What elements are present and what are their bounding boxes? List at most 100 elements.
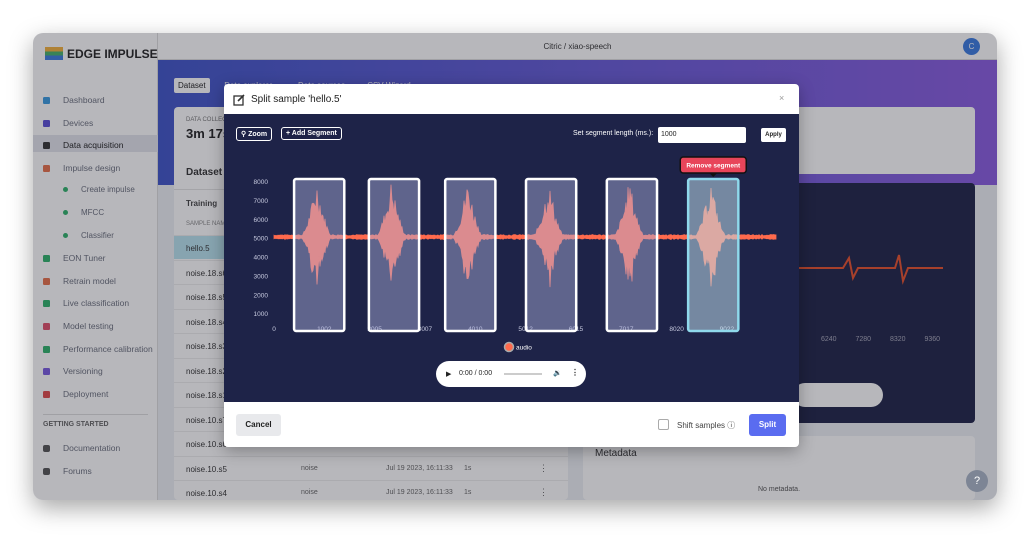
y-tick-label: 1000 [254,311,269,318]
nav-label: MFCC [81,208,105,217]
segment [367,177,421,333]
zoom-button[interactable]: ⚲ Zoom [236,127,273,141]
nav-icon [63,232,68,238]
logo-text: EDGE IMPULSE [67,47,158,61]
cell: 1s [464,489,472,496]
nav-icon [43,345,50,353]
nav-item[interactable]: Create impulse [33,184,158,198]
tab[interactable]: Dataset [174,78,210,93]
shift-checkbox[interactable] [658,419,669,430]
cell: noise.10.s7 [186,415,227,425]
breadcrumb[interactable]: Citric / xiao-speech [543,42,612,51]
more-icon[interactable]: ⋮ [571,368,579,377]
sample-row[interactable]: noise.10.s5 noise Jul 19 2023, 16:11:33 1s ⋮ [174,455,568,480]
nav-icon [43,277,50,285]
legend-swatch[interactable] [503,341,515,353]
nav-item[interactable]: Impulse design [33,162,158,176]
close-button[interactable]: × [779,93,785,103]
modal-title: Split sample 'hello.5' [251,94,342,105]
play-icon[interactable]: ▶ [446,371,452,378]
help-button[interactable]: ? [966,470,988,492]
progress[interactable] [504,373,542,375]
help-label: Documentation [63,443,121,453]
bg-tick-label: 9360 [924,336,941,343]
nav-icon [43,300,50,308]
nav-item[interactable]: Retrain model [33,275,158,289]
summary-value: 3m 17s [186,126,231,141]
apply-button[interactable]: Apply [761,128,786,142]
active-item-bg [33,135,158,152]
segment [686,177,740,333]
bg-player [793,383,883,407]
y-tick-label: 7000 [254,198,269,205]
nav-item[interactable]: Dashboard [33,94,158,108]
nav-label: Create impulse [81,185,135,195]
y-tick-label: 5000 [254,236,269,243]
add-segment-button[interactable]: + Add Segment [281,127,342,140]
nav-icon [43,368,50,376]
nav-item[interactable]: Performance calibration [33,343,158,357]
logo-icon [45,47,63,60]
x-tick-label: 8020 [669,326,684,333]
sample-row[interactable]: noise.10.s4 noise Jul 19 2023, 16:11:33 1s ⋮ [174,480,568,500]
row-menu[interactable]: ⋮ [539,462,548,473]
cell: noise.10.s5 [186,464,227,474]
cell: noise.18.s4 [186,317,227,327]
nav-label: Versioning [63,366,103,377]
y-tick-label: 2000 [254,292,269,299]
nav-item[interactable]: Data acquisition [33,139,158,153]
nav-label: Dashboard [63,95,105,105]
nav-item[interactable]: Deployment [33,388,158,402]
nav-item[interactable]: Devices [33,117,158,131]
bg-tick-label: 8320 [890,336,906,343]
player-time: 0:00 / 0:00 [459,370,493,377]
cell: noise [301,464,318,472]
edit-icon [233,94,245,106]
segment [605,177,659,333]
nav-item[interactable]: MFCC [33,207,158,221]
nav-item[interactable]: Classifier [33,230,158,244]
help-item[interactable]: Documentation [33,442,158,456]
nav-label: Deployment [63,388,109,399]
volume-icon[interactable]: 🔉 [553,370,562,377]
modal-body: ⚲ Zoom + Add Segment Set segment length … [224,114,799,402]
split-modal: Split sample 'hello.5' × ⚲ Zoom + Add Se… [224,84,799,447]
help-item[interactable]: Forums [33,465,158,479]
cell: noise.10.s6 [186,440,227,449]
help-icon [43,445,50,452]
nav-item[interactable]: Live classification [33,297,158,311]
nav-icon [43,119,50,127]
cell: Jul 19 2023, 16:11:33 [386,489,453,496]
tooltip-arrow [709,173,718,177]
nav-item[interactable]: Model testing [33,320,158,334]
nav-icon [43,164,50,172]
shift-label[interactable]: Shift samples ⓘ [677,421,736,430]
dataset-title: Dataset [186,167,223,178]
nav-icon [43,390,50,398]
nav-icon [43,142,50,150]
nav-icon [63,187,68,193]
split-button[interactable]: Split [749,414,786,436]
cancel-button[interactable]: Cancel [236,414,281,436]
section-title: GETTING STARTED [43,421,109,428]
cell: hello.5 [186,244,210,253]
training-tab[interactable]: Training [186,199,218,208]
legend-label: audio [516,345,532,352]
nav-icon [43,323,50,330]
top-bar: Citric / xiao-speech C [158,33,997,60]
avatar[interactable]: C [963,38,980,55]
split-chart: 8000 7000 6000 5000 4000 3000 2000 1000 0 1002 200… [254,156,777,353]
zoom-label: Zoom [248,131,268,138]
audio-player[interactable]: ▶ 0:00 / 0:00 🔉 ⋮ [436,361,586,387]
cell: 1s [464,464,472,472]
row-menu[interactable]: ⋮ [539,487,548,497]
cell: noise [301,489,318,496]
bg-tick-label: 6240 [821,336,837,343]
nav-item[interactable]: EON Tuner [33,252,158,266]
help-icon [43,467,50,475]
x-tick-label: 1002 [317,326,332,333]
segment-length-input[interactable]: 1000 [658,127,746,143]
nav-item[interactable]: Versioning [33,365,158,379]
